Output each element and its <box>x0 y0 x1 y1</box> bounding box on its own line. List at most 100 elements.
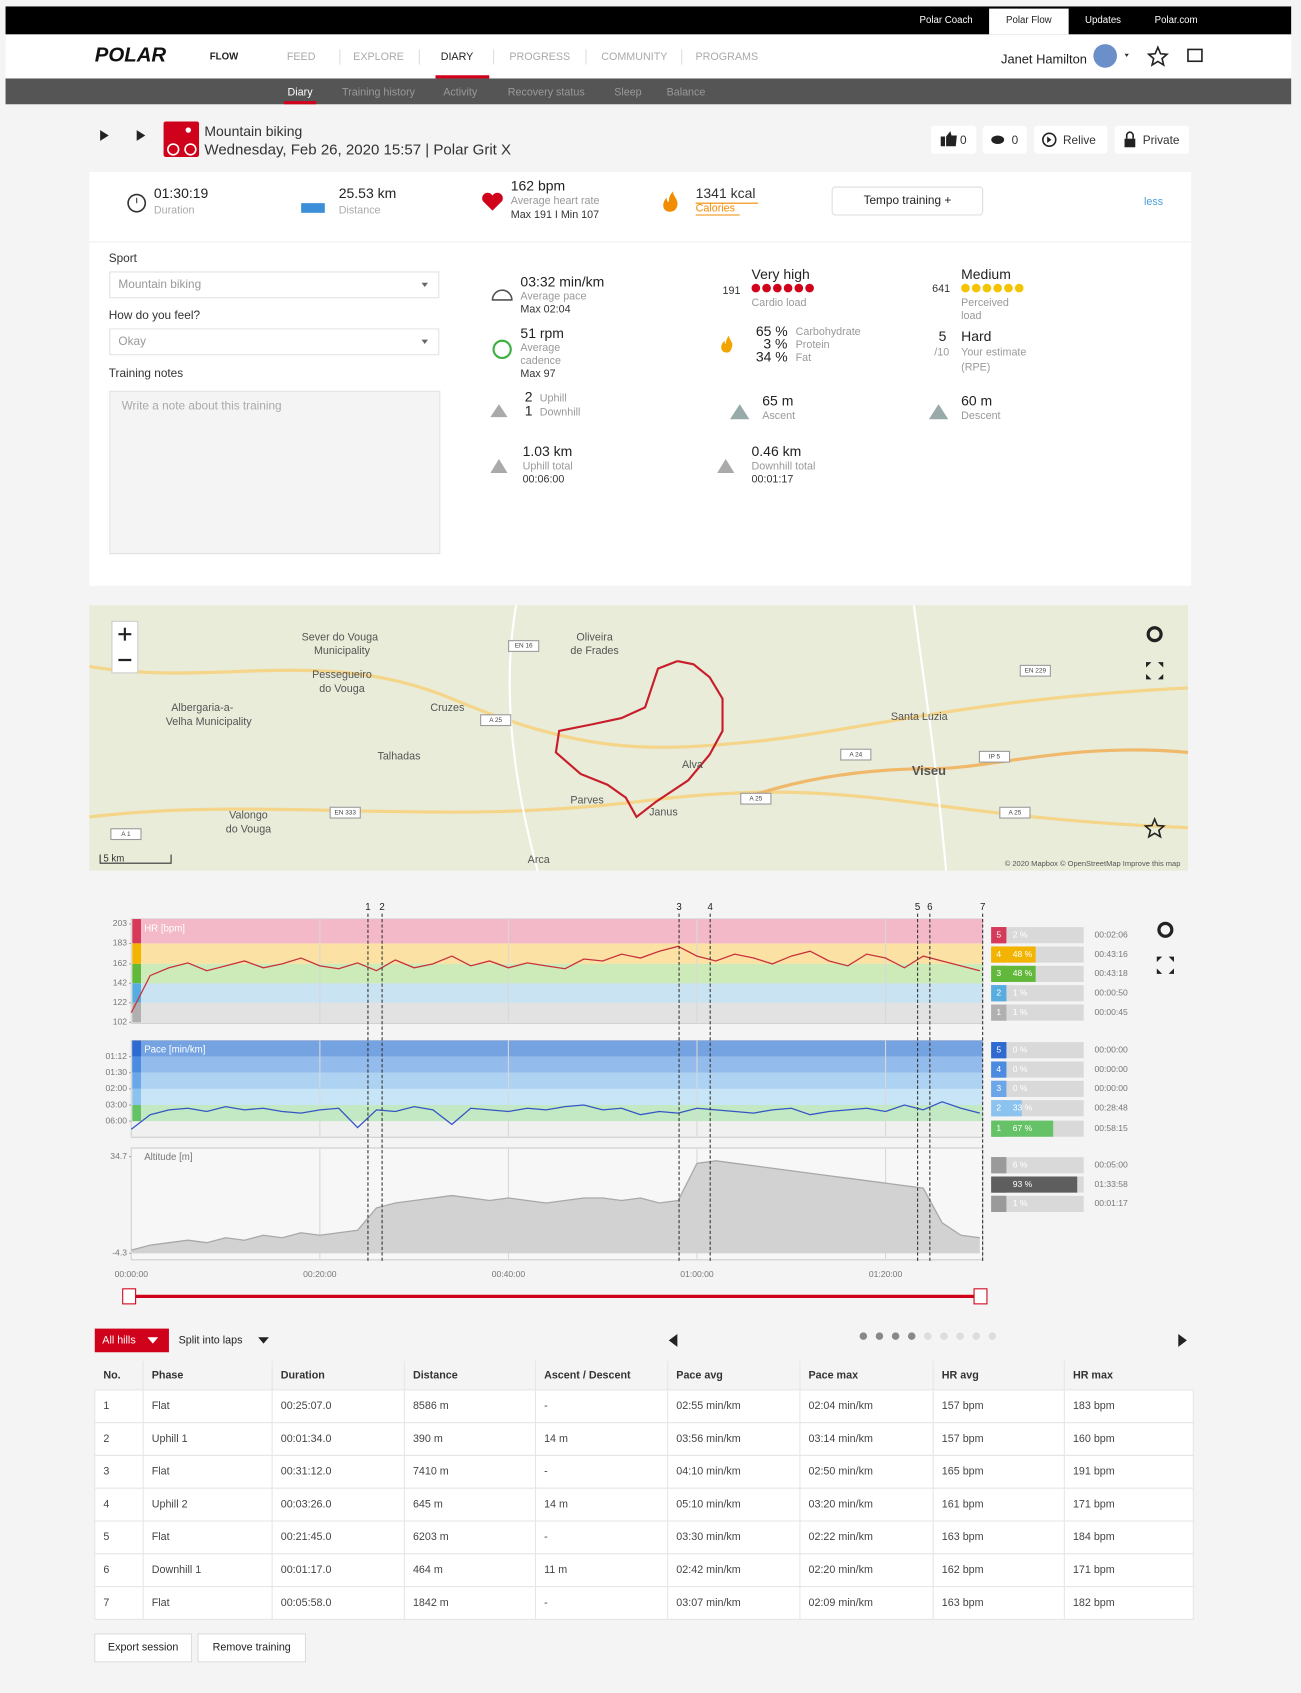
remove-label[interactable]: Remove training <box>213 1642 291 1654</box>
nav-item[interactable]: PROGRAMS <box>696 51 759 63</box>
table-cell: 03:07 min/km <box>676 1597 740 1609</box>
sport-select[interactable] <box>109 271 440 299</box>
user-name[interactable]: Janet Hamilton <box>1001 52 1087 67</box>
place-label: Municipality <box>314 645 371 657</box>
place-label: Oliveira <box>576 631 612 643</box>
next-arrow[interactable] <box>136 130 146 141</box>
message-icon[interactable] <box>1187 48 1203 63</box>
export-label[interactable]: Export session <box>108 1642 178 1654</box>
x-tick-label: 00:00:00 <box>115 1269 149 1279</box>
chart-fullscreen-icon[interactable] <box>1156 956 1174 974</box>
top-link[interactable]: Updates <box>1085 15 1121 26</box>
table-cell: 645 m <box>413 1498 443 1510</box>
x-tick-label: 01:00:00 <box>680 1269 714 1279</box>
zone-bar <box>991 1176 1078 1193</box>
dot[interactable] <box>907 1332 916 1340</box>
table-cell: 14 m <box>544 1433 568 1445</box>
like-icon <box>940 131 957 147</box>
summary-tempo[interactable]: Tempo training + <box>864 193 952 207</box>
nav-item[interactable]: EXPLORE <box>353 51 404 63</box>
top-bar <box>5 6 1292 35</box>
zone-square <box>991 927 1007 944</box>
select-caret <box>421 282 428 288</box>
table-cell: 157 bpm <box>942 1433 984 1445</box>
table-cell: 00:21:45.0 <box>281 1531 332 1543</box>
filter-label[interactable]: All hills <box>102 1334 135 1346</box>
favorite-icon[interactable] <box>1143 816 1166 839</box>
subnav-item[interactable]: Diary <box>288 86 314 98</box>
nav-item[interactable]: COMMUNITY <box>601 51 667 63</box>
road-label: IP 5 <box>989 753 1001 760</box>
dot[interactable] <box>956 1332 964 1340</box>
subnav-item[interactable]: Activity <box>443 86 478 98</box>
table-cell: 02:20 min/km <box>809 1564 873 1576</box>
y-tick-label: 34.7 <box>110 1151 127 1161</box>
comment-button[interactable] <box>982 125 1027 154</box>
top-link[interactable]: Polar.com <box>1155 15 1198 26</box>
dot[interactable] <box>891 1332 900 1340</box>
table-row <box>94 1520 1194 1555</box>
zone-percent: 1 % <box>1013 1198 1028 1208</box>
slider-handle[interactable] <box>973 1288 988 1305</box>
chart-settings-icon[interactable] <box>1157 921 1174 938</box>
tempo-button[interactable] <box>831 186 984 216</box>
place-label: Talhadas <box>377 751 420 763</box>
map-attribution[interactable]: © 2020 Mapbox © OpenStreetMap Improve th… <box>1005 859 1181 868</box>
export-button[interactable] <box>94 1633 193 1663</box>
top-link[interactable]: Polar Flow <box>1006 15 1052 26</box>
dot[interactable] <box>875 1332 884 1340</box>
metric-text: 1.03 km <box>523 443 573 459</box>
table-cell: 03:14 min/km <box>809 1433 873 1445</box>
subnav-item[interactable]: Training history <box>342 86 416 98</box>
avatar[interactable] <box>1093 44 1118 68</box>
dot[interactable] <box>924 1332 932 1340</box>
zone-square <box>991 965 1007 982</box>
nav-item[interactable]: PROGRESS <box>509 51 570 63</box>
table-cell: - <box>544 1597 548 1609</box>
zone-track <box>991 927 1084 944</box>
subnav-item[interactable]: Recovery status <box>508 86 585 98</box>
table-header <box>94 1360 1194 1390</box>
dot[interactable] <box>859 1332 868 1340</box>
table-prev[interactable] <box>668 1333 678 1347</box>
table-cell: 7410 m <box>413 1466 449 1478</box>
metric-text: Descent <box>961 410 1000 422</box>
star-icon[interactable] <box>1146 45 1169 67</box>
road-label: A 24 <box>849 751 862 758</box>
dot <box>762 283 771 293</box>
zone-number: 4 <box>996 1064 1001 1074</box>
metric-text: Fat <box>796 352 812 364</box>
prev-arrow[interactable] <box>100 130 109 141</box>
route <box>554 660 724 819</box>
x-tick-label: 00:20:00 <box>303 1269 337 1279</box>
top-link[interactable]: Polar Coach <box>920 15 973 26</box>
remove-button[interactable] <box>197 1633 306 1663</box>
nav-item[interactable]: FEED <box>287 51 316 63</box>
zone-percent: 0 % <box>1013 1083 1028 1093</box>
product-name: FLOW <box>210 52 239 63</box>
split-label[interactable]: Split into laps <box>179 1334 243 1346</box>
table-row <box>94 1487 1194 1522</box>
notes-textarea[interactable] <box>109 390 441 555</box>
relive-button[interactable] <box>1034 125 1108 154</box>
subnav-item[interactable]: Balance <box>667 86 706 98</box>
zone-track <box>991 1061 1084 1078</box>
filter-button[interactable] <box>94 1328 169 1353</box>
zone-percent: 0 % <box>1013 1044 1028 1054</box>
slider-handle[interactable] <box>122 1288 137 1305</box>
form-notes-label: Training notes <box>109 366 184 380</box>
stopwatch-icon <box>127 193 147 213</box>
summary-less[interactable]: less <box>1144 196 1163 208</box>
feel-select[interactable] <box>109 328 440 356</box>
panel-label: Pace [min/km] <box>144 1045 205 1056</box>
nav-item[interactable]: DIARY <box>441 51 474 63</box>
table-next[interactable] <box>1178 1333 1187 1347</box>
dot[interactable] <box>940 1332 948 1340</box>
metric-text: 5 <box>939 328 947 344</box>
subnav-item[interactable]: Sleep <box>614 86 641 98</box>
settings-icon[interactable] <box>1146 626 1163 643</box>
dot[interactable] <box>972 1332 980 1340</box>
fullscreen-icon[interactable] <box>1146 662 1164 680</box>
map-background[interactable] <box>89 605 1188 871</box>
dot[interactable] <box>988 1332 997 1340</box>
